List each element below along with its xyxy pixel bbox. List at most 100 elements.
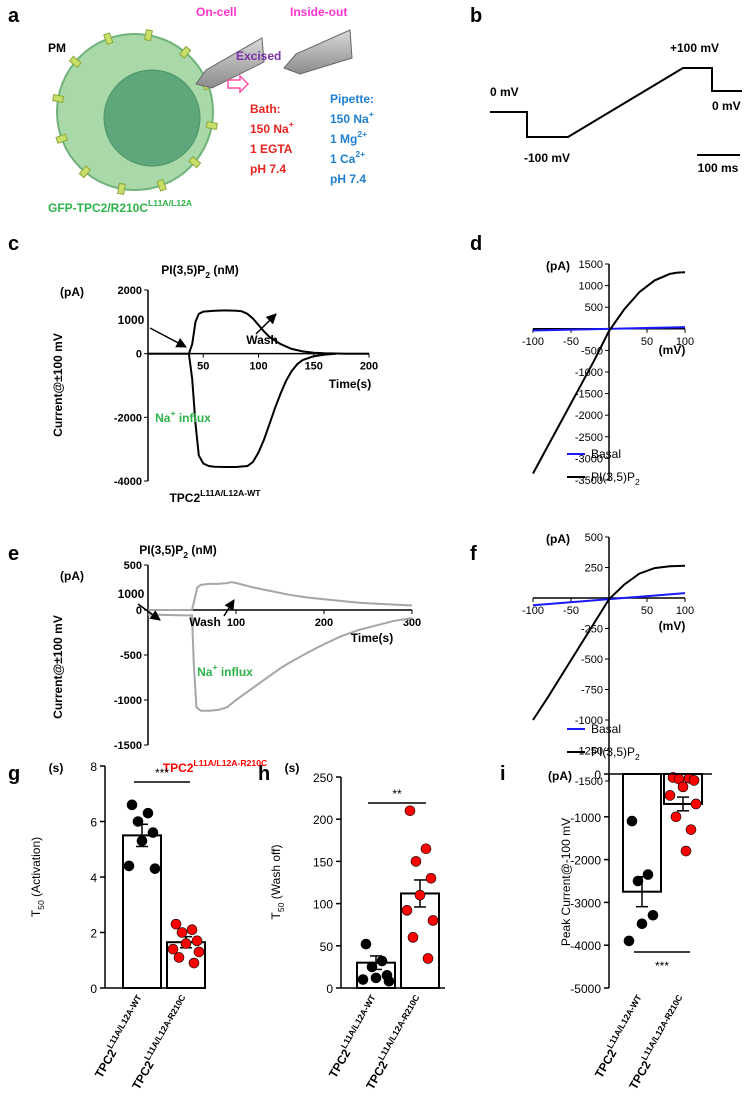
annotation: Wash <box>189 615 221 629</box>
y-label: T50 (Activation) <box>29 837 46 917</box>
y-tick-label: 0 <box>136 349 142 361</box>
y-tick-label: -2000 <box>114 412 142 424</box>
panel-label: d <box>470 233 482 255</box>
text-part: (Activation) <box>29 837 43 900</box>
text-part: L11A/L12A-WT <box>605 992 644 1050</box>
channels <box>52 29 218 195</box>
y-tick-label: -2000 <box>575 410 603 422</box>
data-point <box>180 938 192 949</box>
data-point <box>664 790 676 801</box>
trace <box>147 613 413 712</box>
annotation: Na+ influx <box>155 408 211 425</box>
channel <box>144 29 153 42</box>
y-tick-label: 8 <box>90 760 97 774</box>
text-part: Basal <box>591 447 621 461</box>
text-part: Pipette: <box>330 92 374 106</box>
annotation: Wash <box>246 333 278 347</box>
y-tick-label: -1000 <box>575 715 603 727</box>
x-tick-label: 50 <box>641 605 653 617</box>
text-part: 1 EGTA <box>250 142 293 156</box>
channel <box>117 182 126 195</box>
label: 0 mV <box>490 85 519 99</box>
y-tick-label: 250 <box>585 563 603 575</box>
data-point <box>422 953 434 964</box>
pipette <box>283 29 353 75</box>
data-point <box>680 845 692 857</box>
y-unit: (pA) <box>546 259 570 273</box>
y-tick-label: 0 <box>326 982 333 996</box>
text-part: influx <box>176 411 212 425</box>
annotation: PI(3,5)P2 (nM) <box>161 263 238 280</box>
data-point <box>123 860 135 872</box>
x-tick-label: 300 <box>403 617 421 629</box>
data-point <box>685 824 697 835</box>
data-point <box>193 946 205 958</box>
text-part: Bath: <box>250 102 281 116</box>
text-part: T <box>29 909 43 917</box>
text-part: L11A/L12A-WT <box>339 992 378 1050</box>
y-tick-label: -1500 <box>114 740 142 752</box>
voltage-protocol <box>490 67 742 138</box>
y-label: Current@±100 mV <box>51 333 65 437</box>
text-part: 50 <box>276 902 286 912</box>
panel-label: h <box>258 763 270 785</box>
y-tick-label: -1500 <box>575 776 603 788</box>
text-part: L11A/L12A-R210C <box>376 993 422 1062</box>
data-point <box>632 875 644 887</box>
arrow <box>223 599 235 617</box>
x-tick-label: 100 <box>249 361 267 373</box>
data-point <box>370 972 382 984</box>
text-part: PI(3,5)P <box>161 263 205 277</box>
bath-line: Bath: <box>250 102 281 116</box>
arrow <box>149 327 187 348</box>
data-point <box>427 915 439 926</box>
text-part: 1 Mg <box>330 132 357 146</box>
label: 0 mV <box>712 99 741 113</box>
text-part: PI(3,5)P <box>139 543 183 557</box>
text-part: TPC2 <box>326 1047 354 1081</box>
x-tick-label: -100 <box>522 336 544 348</box>
y-tick-label: 1000 <box>579 281 603 293</box>
pipette-line: Pipette: <box>330 92 374 106</box>
text-part: 2 <box>183 550 188 560</box>
data-point <box>626 815 638 827</box>
text-part: 1 Ca <box>330 152 356 166</box>
y-tick-label: 250 <box>313 771 333 785</box>
data-point <box>401 905 413 916</box>
y-unit: (s) <box>285 761 300 775</box>
bath-line: 150 Na+ <box>250 119 294 136</box>
x-label: Time(s) <box>351 631 393 645</box>
channel <box>156 178 167 192</box>
text-part: TPC2 <box>592 1047 620 1081</box>
y-label: T50 (Wash off) <box>269 845 286 920</box>
data-point <box>126 799 138 811</box>
text-part: 50 <box>36 900 46 910</box>
text-part: L11A/L12A-R210C <box>142 993 188 1062</box>
y-tick-label: 200 <box>313 813 333 827</box>
data-point <box>366 961 378 973</box>
label: +100 mV <box>670 41 719 55</box>
y-tick-label: -3000 <box>575 453 603 465</box>
trace <box>532 564 686 721</box>
text-part: + <box>212 662 217 672</box>
data-point <box>360 938 372 950</box>
text-part: (Wash off) <box>269 845 283 903</box>
y-tick-label: 500 <box>585 302 603 314</box>
y-tick-label: 500 <box>124 560 142 572</box>
data-point <box>410 856 422 867</box>
text-part: 150 Na <box>330 112 369 126</box>
significance: *** <box>655 959 669 973</box>
text-part: 2 <box>635 752 640 762</box>
panel-label: f <box>470 543 477 565</box>
text-part: L11A/L12A <box>148 198 192 208</box>
arrow <box>137 603 161 621</box>
y-unit: (pA) <box>60 569 84 583</box>
text-part: 2 <box>635 477 640 487</box>
label: -100 mV <box>524 151 570 165</box>
trace <box>532 326 686 332</box>
x-tick-label: 50 <box>641 336 653 348</box>
pipette <box>195 37 265 89</box>
text-part: L11A/L12A-WT <box>200 488 261 498</box>
text-part: 150 Na <box>250 122 289 136</box>
